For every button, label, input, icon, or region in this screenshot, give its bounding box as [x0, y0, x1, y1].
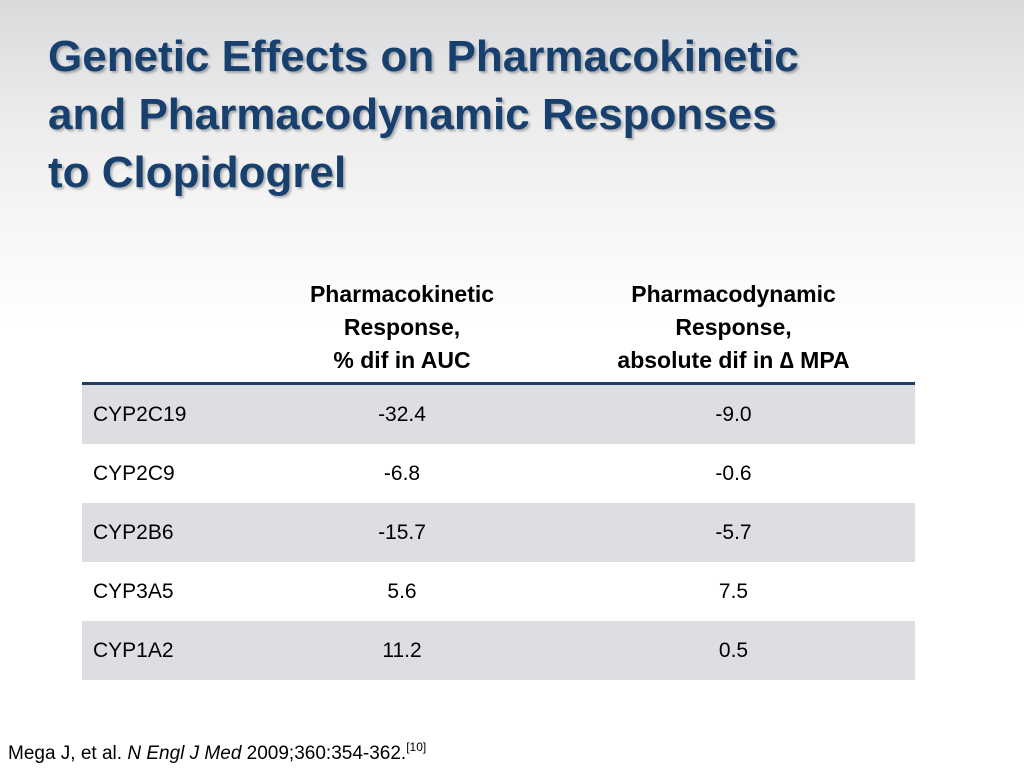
- gene-cell: CYP3A5: [82, 562, 252, 621]
- table-row: CYP2C19 -32.4 -9.0: [82, 383, 915, 444]
- pd-value-cell: -9.0: [552, 383, 915, 444]
- pd-value-cell: 0.5: [552, 621, 915, 680]
- table-row: CYP3A5 5.6 7.5: [82, 562, 915, 621]
- header-line: Pharmacodynamic: [631, 281, 836, 307]
- header-line: absolute dif in ∆ MPA: [617, 347, 850, 373]
- header-pharmacokinetic: Pharmacokinetic Response, % dif in AUC: [252, 278, 552, 385]
- citation-authors: Mega J, et al.: [8, 743, 128, 764]
- pk-value-cell: -15.7: [252, 503, 552, 562]
- citation-reference: [10]: [406, 740, 427, 754]
- title-line: to Clopidogrel: [48, 148, 347, 197]
- table-row: CYP2C9 -6.8 -0.6: [82, 444, 915, 503]
- table-row: CYP1A2 11.2 0.5: [82, 621, 915, 680]
- title-line: and Pharmacodynamic Responses: [48, 90, 777, 139]
- results-table: Pharmacokinetic Response, % dif in AUC P…: [82, 278, 915, 680]
- header-pharmacodynamic: Pharmacodynamic Response, absolute dif i…: [552, 278, 915, 385]
- header-line: Response,: [343, 314, 461, 340]
- citation: Mega J, et al. N Engl J Med 2009;360:354…: [8, 740, 426, 765]
- header-gene: [82, 278, 252, 385]
- pd-value-cell: -0.6: [552, 444, 915, 503]
- pk-value-cell: -6.8: [252, 444, 552, 503]
- slide-title: Genetic Effects on Pharmacokinetic and P…: [48, 28, 988, 202]
- pk-value-cell: 11.2: [252, 621, 552, 680]
- citation-details: 2009;360:354-362.: [241, 743, 407, 764]
- header-line: Response,: [675, 314, 792, 340]
- table-row: CYP2B6 -15.7 -5.7: [82, 503, 915, 562]
- gene-cell: CYP2B6: [82, 503, 252, 562]
- citation-journal: N Engl J Med: [127, 743, 242, 764]
- gene-cell: CYP1A2: [82, 621, 252, 680]
- pk-value-cell: -32.4: [252, 383, 552, 444]
- title-line: Genetic Effects on Pharmacokinetic: [48, 32, 799, 81]
- gene-cell: CYP2C9: [82, 444, 252, 503]
- pd-value-cell: 7.5: [552, 562, 915, 621]
- table-header-row: Pharmacokinetic Response, % dif in AUC P…: [82, 278, 915, 385]
- pd-value-cell: -5.7: [552, 503, 915, 562]
- pk-value-cell: 5.6: [252, 562, 552, 621]
- header-line: % dif in AUC: [333, 347, 471, 373]
- gene-cell: CYP2C19: [82, 383, 252, 444]
- header-line: Pharmacokinetic: [309, 281, 495, 307]
